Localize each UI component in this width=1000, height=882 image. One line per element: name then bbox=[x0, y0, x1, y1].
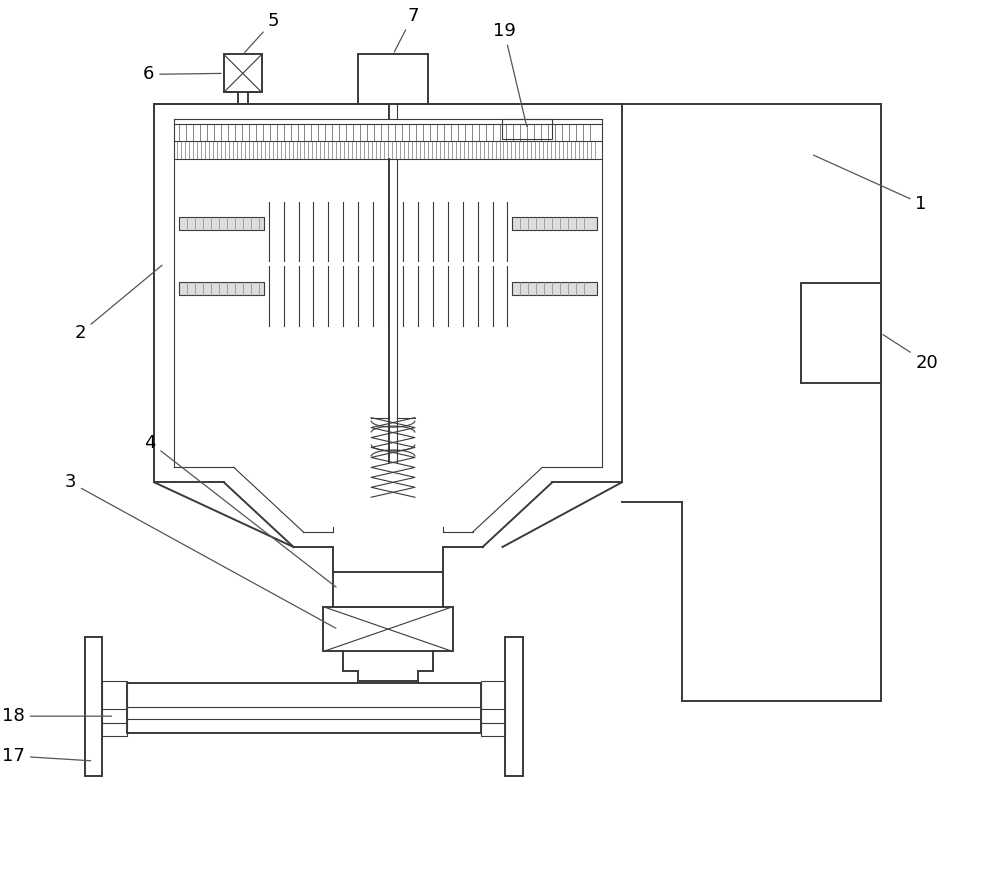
Text: 6: 6 bbox=[143, 65, 221, 84]
Bar bbox=[85, 637, 102, 776]
Bar bbox=[127, 684, 481, 733]
Bar bbox=[179, 217, 264, 230]
Bar bbox=[512, 282, 597, 295]
Text: 4: 4 bbox=[144, 434, 336, 587]
Text: 7: 7 bbox=[394, 6, 419, 52]
Bar bbox=[801, 283, 881, 383]
Bar bbox=[179, 282, 264, 295]
Text: 20: 20 bbox=[883, 334, 938, 372]
Text: 1: 1 bbox=[813, 155, 927, 213]
Text: 5: 5 bbox=[245, 11, 279, 52]
Bar bbox=[502, 119, 552, 139]
Text: 18: 18 bbox=[2, 707, 112, 725]
Bar bbox=[102, 681, 127, 736]
Bar bbox=[224, 55, 262, 93]
Bar bbox=[505, 637, 523, 776]
Bar bbox=[481, 681, 505, 736]
Bar bbox=[358, 55, 428, 104]
Text: 19: 19 bbox=[493, 21, 527, 126]
Bar bbox=[512, 217, 597, 230]
Text: 17: 17 bbox=[2, 747, 91, 765]
Bar bbox=[323, 607, 453, 652]
Text: 3: 3 bbox=[65, 474, 336, 628]
Text: 2: 2 bbox=[75, 265, 162, 342]
Bar bbox=[333, 572, 443, 607]
